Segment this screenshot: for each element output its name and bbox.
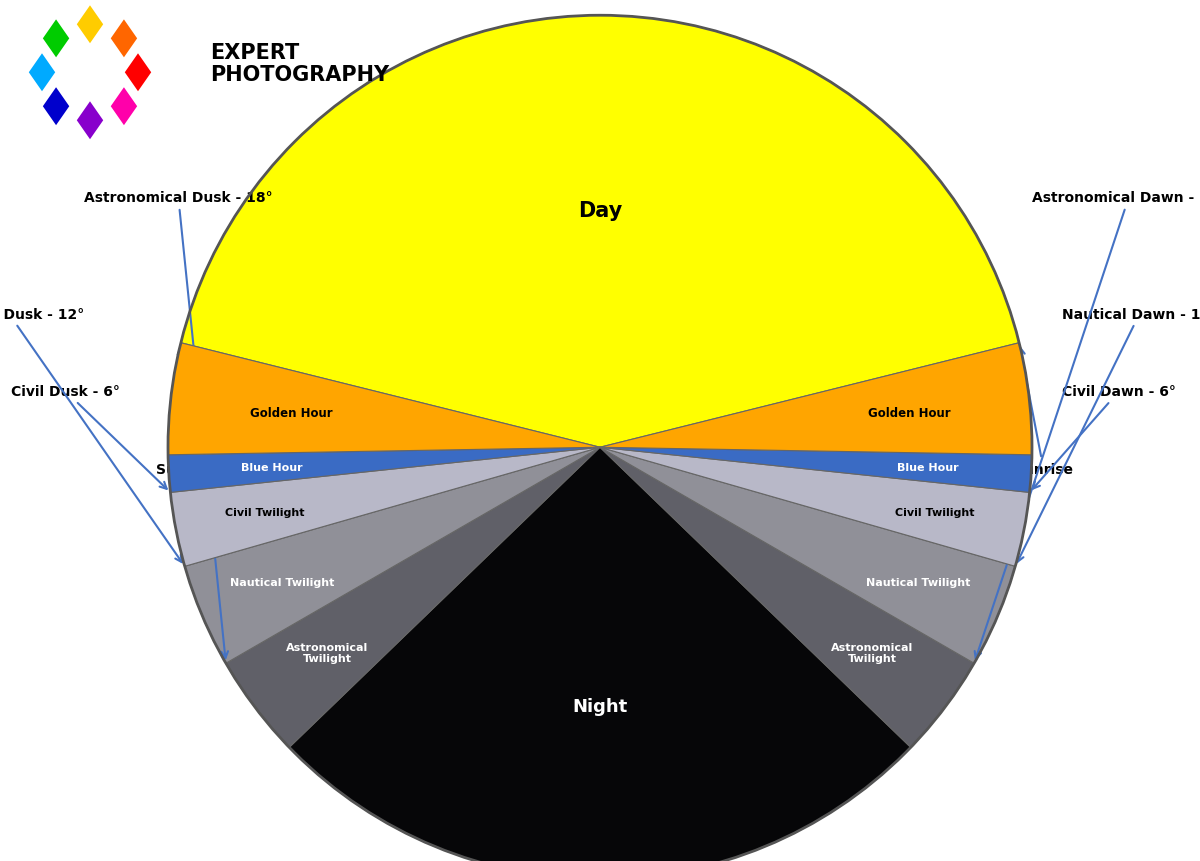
Polygon shape (600, 448, 974, 747)
Text: Sunrise: Sunrise (1014, 349, 1073, 476)
Text: Blue Hour: Blue Hour (896, 462, 959, 473)
Polygon shape (43, 88, 70, 126)
Polygon shape (185, 448, 600, 664)
Polygon shape (600, 344, 1032, 455)
Text: Nautical Twilight: Nautical Twilight (229, 578, 334, 587)
Text: Astronomical Dusk - 18°: Astronomical Dusk - 18° (84, 191, 272, 659)
Text: Day: Day (578, 201, 622, 220)
Text: Golden Hour: Golden Hour (250, 406, 332, 419)
Polygon shape (600, 448, 1032, 492)
Polygon shape (600, 448, 1030, 567)
Polygon shape (125, 54, 151, 92)
Text: Astronomical
Twilight: Astronomical Twilight (287, 642, 368, 664)
Text: Nautical Twilight: Nautical Twilight (866, 578, 971, 587)
Text: Astronomical
Twilight: Astronomical Twilight (832, 642, 913, 664)
Text: Civil Twilight: Civil Twilight (226, 508, 305, 517)
Polygon shape (600, 448, 1015, 664)
Text: EXPERT
PHOTOGRAPHY: EXPERT PHOTOGRAPHY (210, 43, 389, 84)
Polygon shape (77, 6, 103, 44)
Text: Civil Dusk - 6°: Civil Dusk - 6° (11, 385, 167, 489)
Polygon shape (110, 88, 137, 126)
Text: Nautical Dawn - 12°: Nautical Dawn - 12° (1018, 307, 1200, 562)
Polygon shape (226, 448, 600, 747)
Polygon shape (43, 21, 70, 59)
Text: Golden Hour: Golden Hour (868, 406, 950, 419)
Text: Night: Night (572, 697, 628, 715)
Text: Nautical Dusk - 12°: Nautical Dusk - 12° (0, 307, 182, 562)
Polygon shape (77, 102, 103, 140)
Polygon shape (168, 448, 600, 492)
Polygon shape (170, 448, 600, 567)
Text: Sunset: Sunset (156, 349, 210, 476)
Text: Civil Twilight: Civil Twilight (895, 508, 974, 517)
Polygon shape (289, 448, 911, 861)
Polygon shape (110, 21, 137, 59)
Polygon shape (168, 344, 600, 455)
Text: Astronomical Dawn - 18°: Astronomical Dawn - 18° (974, 191, 1200, 659)
Polygon shape (29, 54, 55, 92)
Text: Civil Dawn - 6°: Civil Dawn - 6° (1033, 385, 1176, 489)
Polygon shape (181, 16, 1019, 448)
Text: Blue Hour: Blue Hour (241, 462, 304, 473)
